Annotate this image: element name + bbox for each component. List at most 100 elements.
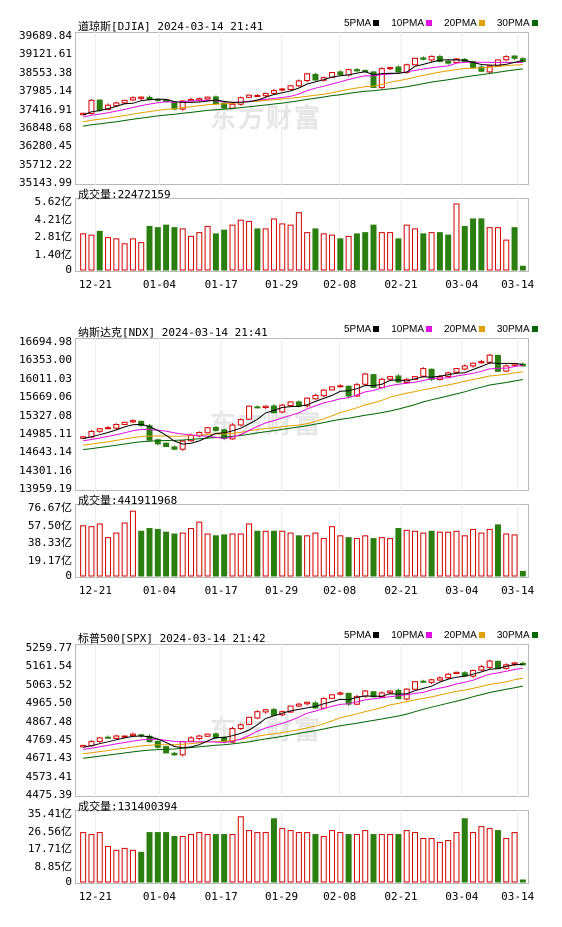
candle [453, 58, 460, 63]
price-tick-label: 4671.43 [25, 751, 72, 765]
volume-bar [96, 230, 103, 271]
candle [96, 428, 103, 432]
price-tick-label: 16694.98 [19, 335, 72, 348]
volume-bar [345, 235, 352, 271]
candle [171, 446, 178, 450]
candle [478, 66, 485, 72]
candle [445, 60, 452, 64]
candle [113, 102, 120, 107]
candle [312, 73, 319, 81]
volume-bar [420, 532, 427, 577]
volume-bar [320, 538, 327, 577]
volume-tick-label: 57.50亿 [27, 518, 72, 532]
candle [370, 71, 377, 88]
candle [420, 57, 427, 60]
candle [121, 735, 128, 738]
volume-bar [453, 203, 460, 271]
x-tick-label: 02-21 [384, 584, 418, 597]
volume-bar [420, 838, 427, 883]
volume-bar [362, 232, 369, 271]
x-tick-label: 01-29 [265, 278, 299, 291]
volume-tick-label: 38.33亿 [27, 536, 72, 549]
volume-bar [105, 845, 112, 883]
volume-bar [486, 227, 493, 271]
volume-bar [478, 218, 485, 271]
ma30-line [83, 685, 524, 759]
candle [246, 94, 253, 98]
volume-bar [146, 832, 153, 883]
candle [105, 104, 112, 110]
watermark: 东方财富 [210, 103, 323, 133]
volume-bar [494, 830, 501, 883]
x-tick-label: 02-08 [323, 278, 357, 291]
volume-bar [486, 528, 493, 577]
candle [105, 427, 112, 430]
volume-bar [121, 243, 128, 271]
candle [362, 373, 369, 385]
volume-tick-label: 17.71亿 [27, 842, 72, 855]
volume-bar [237, 816, 244, 883]
volume-bar [129, 238, 136, 271]
volume-bar [146, 225, 153, 271]
candle [221, 102, 228, 109]
candle [445, 673, 452, 679]
candle [378, 68, 385, 89]
volume-bar [154, 227, 161, 271]
candle [428, 368, 435, 380]
price-tick-label: 4769.45 [25, 732, 72, 746]
candle [478, 361, 485, 364]
legend-ma20: 20PMA [444, 324, 491, 335]
legend-ma30-swatch [531, 326, 538, 333]
legend-ma5-swatch [373, 20, 380, 27]
volume-tick-label: 5.62亿 [34, 195, 73, 208]
volume-bar [519, 570, 526, 577]
volume-bar [519, 265, 526, 271]
volume-title: 成交量:441911968 [78, 494, 178, 507]
candle [453, 368, 460, 373]
volume-bar [420, 233, 427, 271]
volume-bar [345, 834, 352, 883]
volume-bar [262, 228, 269, 271]
price-tick-label: 5063.52 [25, 677, 72, 691]
x-tick-label: 12-21 [78, 278, 112, 291]
candle [229, 103, 236, 109]
volume-bar [304, 535, 311, 577]
ma5-line [82, 362, 523, 445]
x-tick-label: 03-04 [445, 890, 479, 903]
x-tick-label: 03-14 [501, 584, 535, 597]
volume-bar [154, 528, 161, 577]
legend-ma5-swatch [373, 632, 380, 639]
volume-bar [196, 521, 203, 577]
price-tick-label: 4867.48 [25, 714, 72, 728]
price-tick-label: 5259.77 [25, 641, 72, 654]
candle [470, 362, 477, 367]
volume-bar [163, 531, 170, 577]
volume-bar [362, 535, 369, 577]
candle [138, 96, 145, 99]
volume-bar [353, 538, 360, 577]
x-tick-label: 02-08 [323, 584, 357, 597]
legend-ma10-swatch [426, 20, 433, 27]
candle [287, 85, 294, 90]
candle [129, 97, 136, 101]
volume-bar [287, 830, 294, 883]
volume-tick-label: 26.56亿 [27, 824, 72, 838]
price-tick-label: 35712.22 [19, 157, 72, 171]
candle [138, 420, 145, 427]
volume-bar [511, 534, 518, 577]
volume-title: 成交量:131400394 [78, 800, 178, 813]
candle [353, 69, 360, 72]
volume-bar [171, 533, 178, 577]
volume-bar [478, 532, 485, 577]
price-tick-label: 5161.54 [25, 659, 72, 673]
candle [96, 737, 103, 742]
volume-bar [503, 838, 510, 883]
legend-ma20-swatch [478, 632, 485, 639]
ma30-line [83, 379, 523, 451]
candle [329, 694, 336, 699]
candle [121, 99, 128, 104]
x-tick-label: 01-17 [204, 890, 238, 903]
volume-bar [279, 530, 286, 577]
candle [436, 56, 443, 63]
price-plot-frame [75, 338, 529, 491]
